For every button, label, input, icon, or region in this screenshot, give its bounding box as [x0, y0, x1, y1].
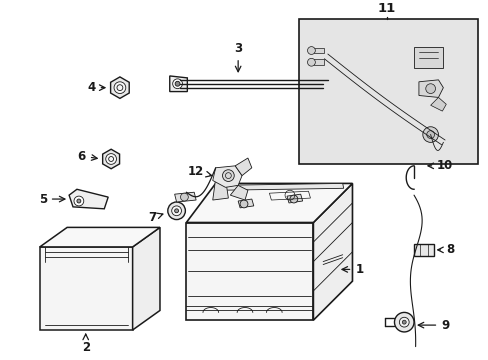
Circle shape [402, 320, 406, 324]
Circle shape [289, 195, 297, 203]
Text: 1: 1 [341, 263, 363, 276]
Text: 10: 10 [427, 159, 452, 172]
Polygon shape [413, 244, 433, 256]
Polygon shape [313, 184, 352, 320]
Text: 5: 5 [39, 193, 65, 206]
Polygon shape [238, 199, 253, 208]
Circle shape [394, 312, 413, 332]
Circle shape [240, 200, 247, 208]
Circle shape [167, 202, 185, 220]
Text: 7: 7 [148, 211, 163, 224]
Polygon shape [40, 228, 160, 247]
Circle shape [422, 127, 438, 143]
Text: 11: 11 [377, 3, 395, 15]
Circle shape [114, 82, 125, 94]
Circle shape [328, 79, 333, 84]
Circle shape [425, 84, 435, 94]
Circle shape [175, 81, 180, 86]
Circle shape [172, 79, 182, 89]
Polygon shape [186, 184, 352, 222]
Text: 9: 9 [417, 319, 448, 332]
Polygon shape [430, 98, 446, 111]
Text: 12: 12 [187, 165, 211, 178]
Polygon shape [40, 247, 132, 330]
Circle shape [105, 154, 116, 165]
Polygon shape [186, 222, 313, 320]
Circle shape [222, 170, 234, 181]
Circle shape [325, 77, 335, 87]
Text: 8: 8 [437, 243, 453, 256]
Bar [298, 19, 477, 164]
Polygon shape [212, 179, 228, 200]
Polygon shape [286, 194, 302, 203]
Polygon shape [102, 149, 120, 169]
Circle shape [171, 206, 181, 216]
Polygon shape [174, 192, 196, 202]
Circle shape [426, 131, 434, 139]
Polygon shape [413, 47, 443, 68]
Circle shape [74, 196, 83, 206]
Polygon shape [314, 59, 324, 65]
Circle shape [77, 199, 81, 203]
Circle shape [174, 209, 178, 213]
Text: 2: 2 [81, 334, 90, 354]
Polygon shape [314, 48, 324, 54]
Polygon shape [169, 76, 187, 91]
Text: 4: 4 [87, 81, 105, 94]
Polygon shape [235, 158, 251, 176]
Polygon shape [230, 185, 247, 200]
Polygon shape [418, 80, 443, 98]
Circle shape [399, 317, 408, 327]
Polygon shape [110, 77, 129, 98]
Polygon shape [218, 184, 343, 190]
Text: 6: 6 [78, 149, 97, 163]
Polygon shape [69, 189, 108, 209]
Circle shape [307, 47, 315, 54]
Polygon shape [132, 228, 160, 330]
Polygon shape [323, 75, 339, 89]
Circle shape [180, 193, 188, 201]
Circle shape [307, 58, 315, 66]
Text: 3: 3 [234, 42, 242, 72]
Polygon shape [212, 166, 242, 187]
